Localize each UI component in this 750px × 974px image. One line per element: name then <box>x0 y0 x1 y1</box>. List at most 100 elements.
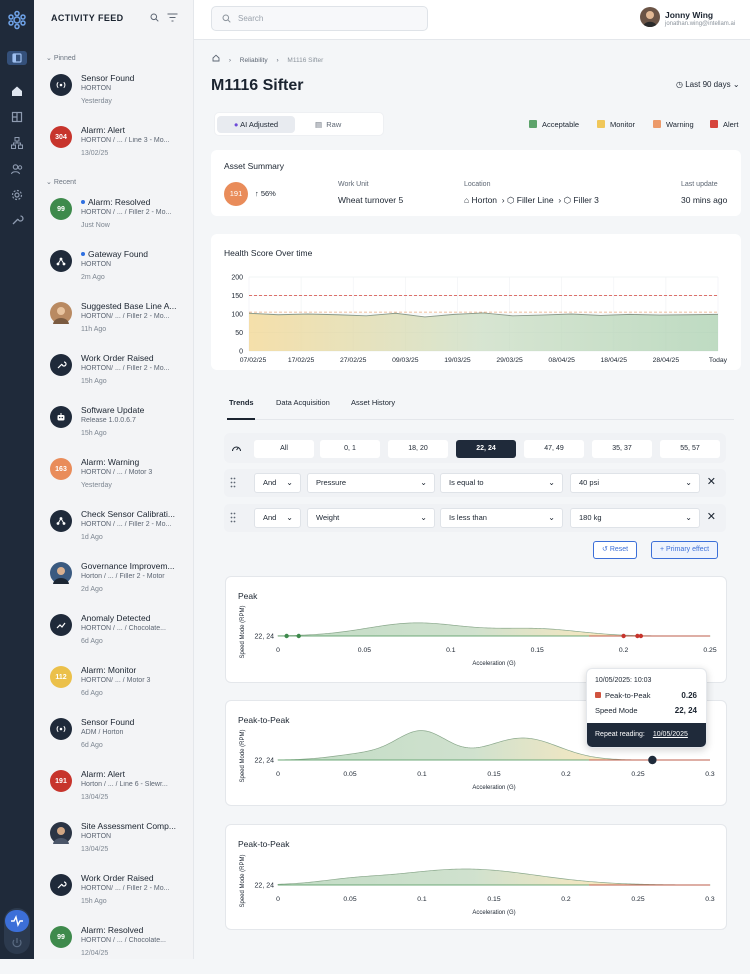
location-site[interactable]: Horton <box>471 195 498 205</box>
tab-asset-history[interactable]: Asset History <box>351 398 396 407</box>
list-item[interactable]: Gateway Found HORTON 2m Ago <box>50 249 190 298</box>
row-label: 22, 24 <box>255 758 275 765</box>
health-chart-card: Health Score Over time 200 150 100 50 0 07/02… <box>211 234 741 370</box>
list-item[interactable]: Suggested Base Line A... HORTON/ ... / F… <box>50 301 190 350</box>
repeat-label: Repeat reading: <box>595 731 645 738</box>
density-area <box>277 868 711 886</box>
layout-icon[interactable] <box>10 110 24 124</box>
operator-select[interactable]: Is equal to ⌄ <box>440 473 563 493</box>
p2p-chart: Speed Mode (RPM) 22, 240 0.05 0.1 0.15 0.2 0.2… <box>240 729 715 791</box>
operator-select[interactable]: Is less than ⌄ <box>440 508 563 528</box>
breadcrumb-reliability[interactable]: Reliability <box>239 57 268 64</box>
list-item[interactable]: 163 Alarm: Warning HORTON / ... / Motor … <box>50 457 190 506</box>
drag-handle-icon[interactable] <box>230 512 236 523</box>
power-icon[interactable] <box>11 937 23 949</box>
list-item[interactable]: 112 Alarm: Monitor HORTON/ ... / Motor 3… <box>50 665 190 714</box>
filter-0-1[interactable]: 0, 1 <box>320 440 380 458</box>
primary-effect-button[interactable]: + Primary effect <box>651 541 719 559</box>
search-icon <box>222 14 231 23</box>
activity-icon[interactable] <box>5 910 29 932</box>
user-photo-avatar <box>50 302 72 324</box>
join-select[interactable]: And ⌄ <box>254 473 301 493</box>
resolved-badge: 99 <box>50 198 72 220</box>
filter-all[interactable]: All <box>254 440 314 458</box>
pinned-section[interactable]: ⌄ Pinned <box>46 54 76 62</box>
chevron-down-icon: ⌄ <box>286 513 293 522</box>
tab-data-acquisition[interactable]: Data Acquisition <box>276 398 330 407</box>
health-chart: 200 150 100 50 007/02/25 17/02/25 27/02/25 09/0… <box>231 275 727 365</box>
x-tick-label: 0.05 <box>358 647 371 654</box>
reading-point <box>638 633 644 639</box>
home-icon[interactable] <box>10 84 24 98</box>
remove-condition-icon[interactable]: ✕ <box>706 476 716 488</box>
date-range-select[interactable]: ◷ Last 90 days ⌄ <box>676 80 740 89</box>
list-item[interactable]: Governance Improvem... Horton / ... / Fi… <box>50 561 190 610</box>
filter-22-24[interactable]: 22, 24 <box>456 440 516 458</box>
x-tick-label: 09/03/25 <box>392 357 419 364</box>
feed-tools <box>150 12 180 24</box>
activity-toggle[interactable] <box>4 908 30 954</box>
drag-handle-icon[interactable] <box>230 477 236 488</box>
value-select[interactable]: 180 kg ⌄ <box>570 508 700 528</box>
chart-title: Peak-to-Peak <box>238 839 290 849</box>
value-select[interactable]: 40 psi ⌄ <box>570 473 700 493</box>
location-line[interactable]: Filler Line <box>516 195 554 205</box>
share-icon <box>50 510 72 532</box>
item-time: 11h Ago <box>81 326 107 333</box>
item-sub: HORTON <box>81 261 112 268</box>
remove-condition-icon[interactable]: ✕ <box>706 511 716 523</box>
list-item[interactable]: Anomaly Detected HORTON / ... / Chocolat… <box>50 613 190 662</box>
list-item[interactable]: 191 Alarm: Alert Horton / ... / Line 6 -… <box>50 769 190 818</box>
x-tick-label: 07/02/25 <box>240 357 267 364</box>
filter-icon[interactable] <box>167 13 178 22</box>
item-title: Alarm: Resolved <box>81 925 144 935</box>
top-bar: Search Jonny Wing jonathan.wing@intellam… <box>194 0 750 40</box>
ai-adjusted-tab[interactable]: ● AI Adjusted <box>217 116 295 133</box>
hierarchy-icon[interactable] <box>10 136 24 150</box>
filter-47-49[interactable]: 47, 49 <box>524 440 584 458</box>
panel-toggle-icon[interactable] <box>10 51 24 65</box>
wrench-icon <box>50 874 72 896</box>
location-asset[interactable]: Filler 3 <box>573 195 599 205</box>
list-item[interactable]: 304 Alarm: Alert HORTON / ... / Line 3 -… <box>50 125 190 174</box>
legend-swatch <box>710 120 718 128</box>
tab-trends[interactable]: Trends <box>229 398 254 407</box>
list-item[interactable]: Sensor Found ADM / Horton 6d Ago <box>50 717 190 766</box>
users-icon[interactable] <box>10 162 24 176</box>
chevron-right-icon: › <box>228 57 231 64</box>
list-item[interactable]: Work Order Raised HORTON/ ... / Filler 2… <box>50 353 190 402</box>
list-item[interactable]: Site Assessment Comp... HORTON 13/04/25 <box>50 821 190 870</box>
reset-button[interactable]: ↺ Reset <box>593 541 638 559</box>
location-path: ⌂ Horton › ⬡ Filler Line › ⬡ Filler 3 <box>464 195 599 206</box>
filter-55-57[interactable]: 55, 57 <box>660 440 720 458</box>
app-logo-icon[interactable] <box>7 10 27 30</box>
list-item[interactable]: Work Order Raised HORTON/ ... / Filler 2… <box>50 873 190 922</box>
field-select[interactable]: Weight ⌄ <box>307 508 435 528</box>
raw-tab[interactable]: ▤ Raw <box>315 120 342 129</box>
search-input[interactable]: Search <box>211 6 428 31</box>
join-select[interactable]: And ⌄ <box>254 508 301 528</box>
x-tick-label: 0.2 <box>561 771 571 778</box>
wrench-icon[interactable] <box>10 213 24 227</box>
list-item[interactable]: Sensor Found HORTON Yesterday <box>50 73 190 122</box>
settings-icon[interactable] <box>10 188 24 202</box>
avatar[interactable] <box>640 7 660 27</box>
recent-section[interactable]: ⌄ Recent <box>46 178 76 186</box>
field-select[interactable]: Pressure ⌄ <box>307 473 435 493</box>
item-title: Anomaly Detected <box>81 613 151 623</box>
list-item[interactable]: Check Sensor Calibrati... HORTON / ... /… <box>50 509 190 558</box>
unread-dot <box>81 200 85 204</box>
list-item[interactable]: Software Update Release 1.0.0.6.7 15h Ag… <box>50 405 190 454</box>
item-time: 6d Ago <box>81 690 103 697</box>
search-icon[interactable] <box>150 13 159 22</box>
summary-title: Asset Summary <box>224 161 284 171</box>
list-item[interactable]: 99 Alarm: Resolved HORTON / ... / Chocol… <box>50 925 190 974</box>
x-tick-label: 17/02/25 <box>288 357 315 364</box>
list-item[interactable]: 99 Alarm: Resolved HORTON / ... / Filler… <box>50 197 190 246</box>
repeat-date-link[interactable]: 10/05/2025 <box>652 731 688 738</box>
filter-18-20[interactable]: 18, 20 <box>388 440 448 458</box>
x-tick-label: 0.1 <box>446 647 456 654</box>
home-icon[interactable] <box>212 54 220 64</box>
panel-toggle-active[interactable] <box>7 51 27 65</box>
filter-35-37[interactable]: 35, 37 <box>592 440 652 458</box>
